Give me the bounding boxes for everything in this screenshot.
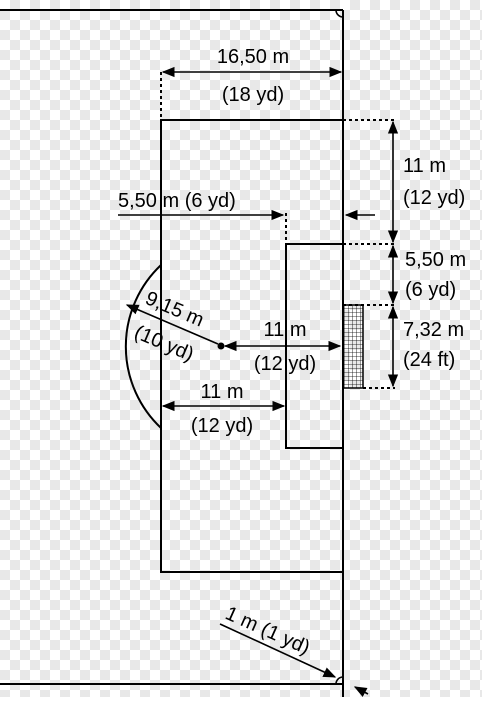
label-goal-area-m: 5,50 m <box>405 249 466 271</box>
label-box-width-m: 16,50 m <box>217 46 289 68</box>
dim-arc-radius-arrow <box>125 304 219 345</box>
label-penalty-spot-yd: (12 yd) <box>254 353 316 375</box>
dim-corner-tick <box>353 686 369 697</box>
label-goal-area-left: 5,50 m (6 yd) <box>118 190 236 212</box>
penalty-arc <box>124 264 162 429</box>
label-goal-width-m: 7,32 m <box>403 319 464 341</box>
label-box-depth-m: 11 m <box>403 155 446 177</box>
label-arc-radius-yd: (10 yd) <box>131 321 197 366</box>
goal-net <box>342 304 364 389</box>
label-box-depth-yd: (12 yd) <box>403 187 465 209</box>
corner-arc-bottom <box>335 676 344 685</box>
penalty-spot <box>217 342 225 350</box>
label-penalty-spot-m: 11 m <box>264 319 307 341</box>
label-penalty-dist-yd: (12 yd) <box>191 415 253 437</box>
label-box-width-yd: (18 yd) <box>222 84 284 106</box>
label-penalty-dist-m: 11 m <box>201 381 244 403</box>
label-goal-area-yd: (6 yd) <box>405 279 456 301</box>
corner-arc-top <box>335 9 344 18</box>
dim-corner-arrow <box>219 623 337 678</box>
label-goal-width-ft: (24 ft) <box>403 349 455 371</box>
